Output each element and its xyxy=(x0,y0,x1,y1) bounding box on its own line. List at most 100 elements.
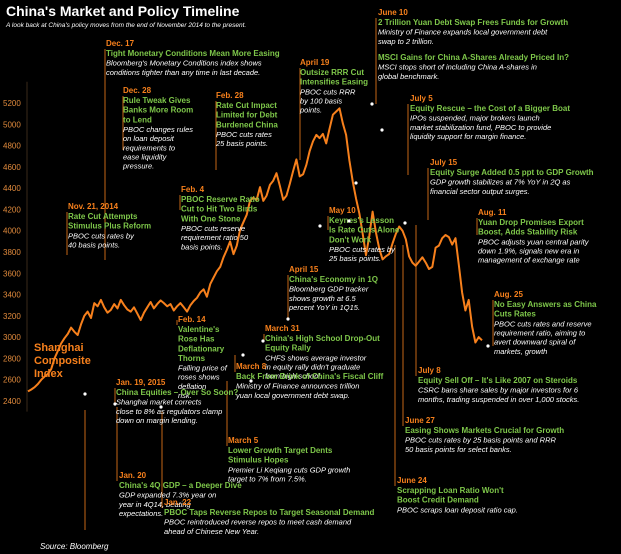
annotation-body: requirement ratio 50 xyxy=(181,233,249,242)
event-marker xyxy=(347,219,351,223)
annotation-date: April 19 xyxy=(300,58,330,67)
annotation: MSCI Gains for China A-Shares Already Pr… xyxy=(378,53,569,81)
annotation-headline: Limited for Debt xyxy=(216,111,278,120)
annotation-headline: Yuan Drop Promises Export xyxy=(478,218,584,227)
event-marker xyxy=(380,128,384,132)
annotation-body: Premier Li Keqiang cuts GDP growth xyxy=(228,465,350,474)
annotation-body: Ministry of Finance announces trillion xyxy=(236,382,359,391)
event-marker xyxy=(354,181,358,185)
annotation-headline: Equity Sell Off – It's Like 2007 on Ster… xyxy=(418,376,578,385)
annotation-headline: to Lend xyxy=(123,115,152,124)
annotation-body: GDP growth stabilizes at 7% YoY in 2Q as xyxy=(430,178,571,187)
annotation-date: Feb. 28 xyxy=(216,91,244,100)
annotation-headline: China's 4Q GDP – a Deeper Dive xyxy=(119,481,242,490)
annotation-body: down on margin lending. xyxy=(116,416,198,425)
annotation-date: Jan. 19, 2015 xyxy=(116,378,166,387)
event-marker xyxy=(241,353,245,357)
annotation-headline: Lower Growth Target Dents xyxy=(228,446,333,455)
annotation-date: Jan. 20 xyxy=(119,471,147,480)
annotation-headline: Keynes's Lesson xyxy=(329,216,394,225)
annotation-body: points. xyxy=(299,106,322,115)
annotation-headline: China's Economy in 1Q xyxy=(289,275,378,284)
annotation-body: PBOC changes rules xyxy=(123,125,193,134)
annotation-body: PBOC cuts reserve xyxy=(181,224,245,233)
annotation-date: June 10 xyxy=(378,8,408,17)
event-marker xyxy=(486,344,490,348)
annotation-body: Ministry of Finance expands local govern… xyxy=(378,28,548,37)
leader-lines xyxy=(66,18,494,530)
y-tick-label: 4600 xyxy=(3,163,21,172)
annotation-body: 25 basis points. xyxy=(215,139,268,148)
y-tick-label: 3800 xyxy=(3,248,21,257)
annotation-headline: Deflationary xyxy=(178,344,225,353)
annotation-headline: Easing Shows Markets Crucial for Growth xyxy=(405,426,564,435)
annotation-date: July 8 xyxy=(418,366,441,375)
y-tick-label: 5000 xyxy=(3,120,21,129)
annotation-body: deflation xyxy=(178,382,206,391)
annotation-headline: Rate Cut Impact xyxy=(216,101,277,110)
annotation-body: CSRC bans share sales by major investors… xyxy=(418,386,579,395)
annotation-body: PBOC adjusts yuan central parity xyxy=(478,237,590,246)
y-tick-label: 5200 xyxy=(3,99,21,108)
annotation-headline: PBOC Reserve Ratio xyxy=(181,195,260,204)
y-tick-label: 4000 xyxy=(3,227,21,236)
annotation-date: July 15 xyxy=(430,158,458,167)
annotation-body: 40 basis points. xyxy=(68,241,120,250)
annotation-body: PBOC cuts RRR xyxy=(300,87,356,96)
annotation-body: year in 4Q14, beating xyxy=(118,500,192,509)
annotation-body: PBOC cuts rates xyxy=(216,130,272,139)
annotation-body: MSCI stops short of including China A-sh… xyxy=(378,63,537,72)
annotation-body: PBOC cuts rates by xyxy=(68,231,135,240)
annotation-body: expectations. xyxy=(119,509,163,518)
event-markers xyxy=(83,102,490,409)
annotation-date: April 15 xyxy=(289,265,319,274)
annotation-headline: Equity Surge Added 0.5 ppt to GDP Growth xyxy=(430,168,594,177)
y-tick-label: 4800 xyxy=(3,142,21,151)
chart-title: China's Market and Policy Timeline xyxy=(6,3,240,19)
annotation-date: Dec. 17 xyxy=(106,39,135,48)
annotation-body: months, trading suspended in over 1,000 … xyxy=(418,395,579,404)
annotation-headline: 2 Trillion Yuan Debt Swap Frees Funds fo… xyxy=(378,18,568,27)
annotation-body: liquidity support for margin finance. xyxy=(410,132,526,141)
annotation-date: Aug. 11 xyxy=(478,208,507,217)
annotation-date: Dec. 28 xyxy=(123,86,152,95)
annotation-headline: China Equities – Over So Soon? xyxy=(116,388,238,397)
annotation-body: roses shows xyxy=(178,373,220,382)
annotation-date: Jan. 22 xyxy=(164,498,192,507)
annotation-body: Bloomberg's Monetary Conditions index sh… xyxy=(106,59,262,68)
annotation-date: March 8 xyxy=(236,362,267,371)
annotation-body: CHFS shows average investor xyxy=(265,353,367,362)
annotation-headline: Stimulus Plus Reform xyxy=(68,222,151,231)
annotation-headline: Equity Rally xyxy=(265,344,311,353)
annotation-headline: Cuts Rates xyxy=(494,310,536,319)
annotation-body: conditions tighter than any time in last… xyxy=(106,68,260,77)
annotation-body: close to 8% as regulators clamp xyxy=(116,407,222,416)
y-tick-label: 3000 xyxy=(3,333,21,342)
chart-subtitle: A look back at China's policy moves from… xyxy=(5,22,246,29)
annotation-headline: Rose Has xyxy=(178,335,215,344)
event-marker xyxy=(286,317,290,321)
series-line-shanghai-composite xyxy=(27,107,483,393)
y-ticks: 2400 2600 2800 3000 3200 3400 3600 3800 4000 4200… xyxy=(3,99,21,406)
y-tick-label: 3200 xyxy=(3,312,21,321)
event-marker xyxy=(403,221,407,225)
annotation-headline: Scrapping Loan Ratio Won't xyxy=(397,486,504,495)
annotation-headline: Thorns xyxy=(178,354,206,363)
annotation-body: Bloomberg GDP tracker xyxy=(289,285,369,294)
y-tick-label: 3600 xyxy=(3,269,21,278)
annotation-headline: Boost, Adds Stability Risk xyxy=(478,228,578,237)
annotation-body: Shanghai market corrects xyxy=(116,398,202,407)
annotation-body: management of exchange rate xyxy=(478,256,580,265)
event-marker xyxy=(249,379,253,383)
annotation-headline: Tight Monetary Conditions Mean More Easi… xyxy=(106,49,280,58)
